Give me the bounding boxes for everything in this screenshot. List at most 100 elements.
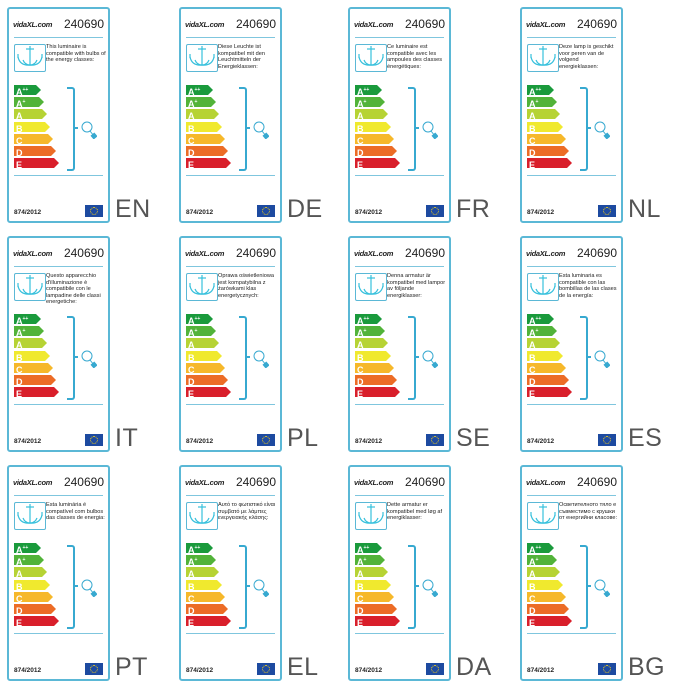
eu-flag-icon <box>257 663 275 675</box>
light-bulb-icon <box>253 121 270 144</box>
energy-class-arrow: A++ <box>14 543 41 555</box>
product-number: 240690 <box>63 475 104 489</box>
vidaxl-logo: vidaXL.com <box>13 478 53 487</box>
light-bulb-icon <box>594 350 611 373</box>
chandelier-icon <box>14 273 46 301</box>
light-bulb-icon <box>253 350 270 373</box>
bracket-icon <box>580 316 591 400</box>
compatibility-text: Questo apparecchio d'illuminazione è com… <box>46 273 101 306</box>
eu-flag-icon <box>85 434 103 446</box>
energy-label-card: vidaXL.com 240690 Ce luminaire est compat… <box>348 7 451 223</box>
energy-class-arrow: A++ <box>527 543 554 555</box>
product-number: 240690 <box>576 246 617 260</box>
regulation-number: 874/2012 <box>14 667 42 674</box>
energy-class-scale: A++ A+ A B C D E <box>527 85 572 170</box>
energy-label-card: vidaXL.com 240690 Oprawa oświetleniowa je… <box>179 236 282 452</box>
energy-label-fr: vidaXL.com 240690 Ce luminaire est compat… <box>348 7 518 232</box>
energy-class-arrow: A++ <box>527 314 554 326</box>
energy-label-da: vidaXL.com 240690 Dette armatur er kompat… <box>348 465 518 690</box>
vidaxl-logo: vidaXL.com <box>526 249 566 258</box>
product-number: 240690 <box>576 475 617 489</box>
energy-class-scale: A++ A+ A B C D E <box>355 314 400 399</box>
divider <box>355 175 444 176</box>
compatibility-text: Diese Leuchte ist kompatibel mit den Leu… <box>218 44 265 70</box>
energy-class-arrow: B <box>355 121 391 134</box>
energy-class-arrow: A <box>355 109 388 121</box>
energy-class-arrow: A <box>355 338 388 350</box>
energy-class-scale: A++ A+ A B C D E <box>527 543 572 628</box>
energy-label-es: vidaXL.com 240690 Esta luminaria es compa… <box>520 236 685 461</box>
divider <box>186 495 275 496</box>
vidaxl-logo: vidaXL.com <box>185 478 225 487</box>
energy-class-arrow: A <box>14 567 47 579</box>
product-number: 240690 <box>235 246 276 260</box>
energy-class-arrow: D <box>14 374 56 387</box>
energy-class-scale: A++ A+ A B C D E <box>186 85 231 170</box>
energy-class-arrow: E <box>527 616 572 628</box>
language-code: DA <box>456 653 492 681</box>
bracket-icon <box>580 545 591 629</box>
eu-flag-icon <box>85 663 103 675</box>
divider <box>527 633 616 634</box>
chandelier-icon <box>355 273 387 301</box>
energy-label-card: vidaXL.com 240690 Αυτό το φωτιστικό είναι… <box>179 465 282 681</box>
energy-class-arrow: D <box>527 603 569 616</box>
energy-class-arrow: C <box>355 133 394 146</box>
energy-label-se: vidaXL.com 240690 Denna armatur är kompat… <box>348 236 518 461</box>
energy-class-scale: A++ A+ A B C D E <box>186 314 231 399</box>
vidaxl-logo: vidaXL.com <box>526 20 566 29</box>
energy-class-arrow: A <box>527 109 560 121</box>
language-code: DE <box>287 195 323 223</box>
energy-class-arrow: B <box>355 579 391 592</box>
energy-class-arrow: B <box>527 579 563 592</box>
chandelier-icon <box>186 44 218 72</box>
divider <box>355 404 444 405</box>
chandelier-icon <box>14 44 46 72</box>
energy-class-arrow: B <box>14 350 50 363</box>
chandelier-icon <box>355 44 387 72</box>
energy-class-arrow: C <box>355 362 394 375</box>
compatibility-text: Deze lamp is geschikt voor peren van de … <box>559 44 614 70</box>
regulation-number: 874/2012 <box>527 209 555 216</box>
energy-class-arrow: D <box>186 603 228 616</box>
vidaxl-logo: vidaXL.com <box>354 478 394 487</box>
divider <box>14 633 103 634</box>
chandelier-icon <box>186 273 218 301</box>
eu-flag-icon <box>426 434 444 446</box>
energy-class-arrow: A++ <box>14 314 41 326</box>
energy-class-arrow: B <box>186 121 222 134</box>
energy-class-arrow: C <box>355 591 394 604</box>
divider <box>14 266 103 267</box>
regulation-number: 874/2012 <box>355 667 383 674</box>
energy-class-arrow: A++ <box>186 314 213 326</box>
eu-flag-icon <box>598 663 616 675</box>
divider <box>186 266 275 267</box>
vidaxl-logo: vidaXL.com <box>354 20 394 29</box>
language-code: IT <box>115 424 139 452</box>
energy-class-arrow: E <box>14 158 59 170</box>
energy-class-arrow: E <box>355 616 400 628</box>
divider <box>186 37 275 38</box>
compatibility-text: Esta luminaria es compatible con las bom… <box>559 273 617 299</box>
energy-class-scale: A++ A+ A B C D E <box>355 85 400 170</box>
energy-class-arrow: E <box>14 387 59 399</box>
eu-flag-icon <box>598 205 616 217</box>
energy-class-scale: A++ A+ A B C D E <box>14 543 59 628</box>
energy-class-arrow: D <box>14 145 56 158</box>
energy-class-arrow: C <box>527 362 566 375</box>
regulation-number: 874/2012 <box>355 438 383 445</box>
bracket-icon <box>239 545 250 629</box>
divider <box>527 37 616 38</box>
energy-class-arrow: D <box>527 374 569 387</box>
divider <box>355 266 444 267</box>
energy-label-el: vidaXL.com 240690 Αυτό το φωτιστικό είναι… <box>179 465 349 690</box>
chandelier-icon <box>527 502 559 530</box>
energy-class-arrow: C <box>186 133 225 146</box>
light-bulb-icon <box>81 121 98 144</box>
language-code: ES <box>628 424 663 452</box>
divider <box>14 175 103 176</box>
energy-class-arrow: C <box>186 362 225 375</box>
language-code: EN <box>115 195 151 223</box>
product-number: 240690 <box>235 17 276 31</box>
regulation-number: 874/2012 <box>186 438 214 445</box>
